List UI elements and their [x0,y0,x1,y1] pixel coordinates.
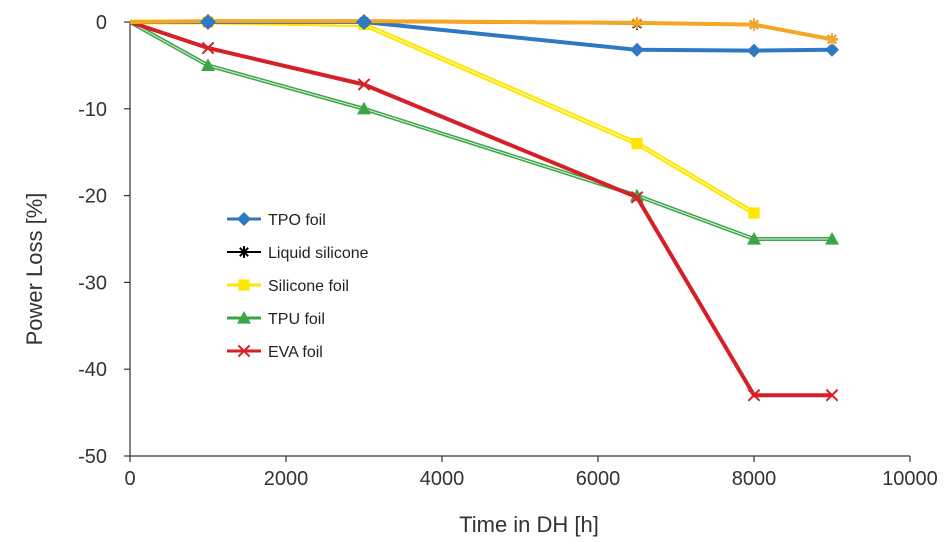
data-point-x [630,191,644,204]
legend-item: Liquid silicone [227,245,369,262]
data-point-diamond [200,14,216,30]
data-point-square [748,207,760,219]
data-point-triangle [201,58,215,71]
legend-label: Liquid silicone [268,245,369,262]
data-point-diamond [630,42,644,57]
x-tick-label: 10000 [882,468,938,490]
data-point-triangle [747,232,761,245]
data-point-x [825,388,839,402]
x-stroke [357,78,371,91]
x-tick-label: 0 [124,468,135,490]
data-point-triangle [357,101,371,115]
x-stroke [825,388,839,402]
series-tpu-foil [129,20,839,245]
data-point-triangle [237,311,251,324]
data-point-square [631,137,643,150]
data-point-diamond [356,14,372,30]
data-point-diamond [237,212,251,226]
x-stroke [201,41,215,55]
data-point-x [237,344,251,358]
data-point-asterisk [631,16,643,29]
series-eva-foil [129,20,839,402]
series-layer [129,14,839,402]
data-point-asterisk [748,18,760,31]
series-line [130,20,833,53]
data-point-diamond [747,43,761,58]
data-point-x [747,388,761,402]
tpo-markers-top [200,14,372,30]
legend-label: EVA foil [268,344,323,361]
legend-item: TPO foil [227,212,326,229]
y-tick-label: -30 [78,272,107,294]
data-point-asterisk [826,33,838,46]
data-point-asterisk [238,246,250,258]
data-point-triangle [825,232,839,245]
overlay-series [129,16,838,46]
series-line [129,20,832,398]
data-point-square [238,279,250,291]
x-stroke [630,191,644,204]
legend-label: TPU foil [268,311,325,328]
y-tick-label: -10 [78,99,107,121]
legend-item: Silicone foil [227,278,349,295]
overlay-line [129,19,833,42]
x-tick-label: 2000 [264,468,309,490]
data-point-x [201,41,215,55]
tick-labels: 0 2000 4000 6000 8000 10000 0 -10 -20 -30 -40 -50 [78,12,938,490]
x-axis-title: Time in DH [h] [459,512,599,537]
y-tick-label: -50 [78,446,107,468]
axes [124,21,911,462]
data-point-triangle [630,188,644,202]
legend-item: EVA foil [227,344,323,361]
data-point-diamond [825,42,839,57]
y-tick-label: -40 [78,359,107,381]
x-tick-label: 4000 [420,468,465,490]
x-stroke [747,388,761,402]
y-axis-title: Power Loss [%] [22,193,47,346]
legend: TPO foil Liquid silicone Silicone foil TPU … [227,212,369,361]
legend-label: TPO foil [268,212,326,229]
legend-item: TPU foil [227,311,325,328]
legend-label: Silicone foil [268,278,349,295]
y-tick-label: -20 [78,186,107,208]
x-stroke [237,344,251,358]
data-point-x [357,78,371,91]
series-line-highlight [129,21,832,240]
x-tick-label: 8000 [732,468,777,490]
x-tick-label: 6000 [576,468,621,490]
y-tick-label: 0 [96,12,107,34]
